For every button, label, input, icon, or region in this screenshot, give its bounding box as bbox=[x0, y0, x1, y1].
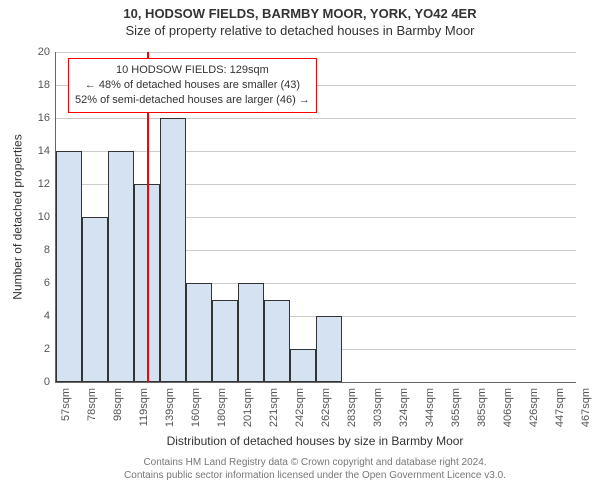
y-axis-label: Number of detached properties bbox=[11, 134, 25, 299]
annotation-line2: ← 48% of detached houses are smaller (43… bbox=[75, 78, 310, 93]
y-tick-label: 4 bbox=[44, 310, 56, 322]
gridline-h bbox=[56, 151, 576, 152]
histogram-bar bbox=[56, 151, 82, 382]
y-tick-label: 18 bbox=[38, 79, 56, 91]
y-tick-label: 0 bbox=[44, 376, 56, 388]
gridline-h bbox=[56, 52, 576, 53]
x-tick-label: 201sqm bbox=[242, 388, 254, 427]
y-tick-label: 10 bbox=[38, 211, 56, 223]
annotation-line1: 10 HODSOW FIELDS: 129sqm bbox=[75, 63, 310, 78]
histogram-bar bbox=[160, 118, 186, 382]
histogram-bar bbox=[316, 316, 342, 382]
footer: Contains HM Land Registry data © Crown c… bbox=[55, 456, 575, 482]
x-tick-label: 365sqm bbox=[450, 388, 462, 427]
gridline-h bbox=[56, 118, 576, 119]
x-tick-label: 426sqm bbox=[528, 388, 540, 427]
footer-line2: Contains public sector information licen… bbox=[55, 469, 575, 482]
x-tick-label: 385sqm bbox=[476, 388, 488, 427]
x-tick-label: 344sqm bbox=[424, 388, 436, 427]
y-tick-label: 12 bbox=[38, 178, 56, 190]
x-tick-label: 98sqm bbox=[112, 388, 124, 421]
y-tick-label: 20 bbox=[38, 46, 56, 58]
title-address: 10, HODSOW FIELDS, BARMBY MOOR, YORK, YO… bbox=[0, 6, 600, 21]
x-tick-label: 303sqm bbox=[372, 388, 384, 427]
x-tick-label: 447sqm bbox=[554, 388, 566, 427]
title-block: 10, HODSOW FIELDS, BARMBY MOOR, YORK, YO… bbox=[0, 0, 600, 38]
title-subtitle: Size of property relative to detached ho… bbox=[0, 23, 600, 38]
histogram-bar bbox=[290, 349, 316, 382]
x-tick-label: 180sqm bbox=[216, 388, 228, 427]
x-tick-label: 221sqm bbox=[268, 388, 280, 427]
histogram-bar bbox=[238, 283, 264, 382]
x-tick-label: 324sqm bbox=[398, 388, 410, 427]
histogram-bar bbox=[108, 151, 134, 382]
y-axis-label-wrap: Number of detached properties bbox=[10, 52, 26, 382]
x-tick-label: 406sqm bbox=[502, 388, 514, 427]
annotation-line3: 52% of semi-detached houses are larger (… bbox=[75, 93, 310, 108]
plot-area: 0246810121416182057sqm78sqm98sqm119sqm13… bbox=[55, 52, 576, 383]
y-tick-label: 16 bbox=[38, 112, 56, 124]
x-tick-label: 262sqm bbox=[320, 388, 332, 427]
x-axis-label: Distribution of detached houses by size … bbox=[55, 434, 575, 448]
histogram-bar bbox=[264, 300, 290, 383]
x-tick-label: 78sqm bbox=[86, 388, 98, 421]
y-tick-label: 6 bbox=[44, 277, 56, 289]
y-tick-label: 2 bbox=[44, 343, 56, 355]
x-tick-label: 139sqm bbox=[164, 388, 176, 427]
y-tick-label: 8 bbox=[44, 244, 56, 256]
x-tick-label: 467sqm bbox=[580, 388, 592, 427]
x-tick-label: 160sqm bbox=[190, 388, 202, 427]
x-tick-label: 57sqm bbox=[60, 388, 72, 421]
x-tick-label: 283sqm bbox=[346, 388, 358, 427]
chart-container: 10, HODSOW FIELDS, BARMBY MOOR, YORK, YO… bbox=[0, 0, 600, 500]
x-tick-label: 119sqm bbox=[138, 388, 150, 426]
annotation-box: 10 HODSOW FIELDS: 129sqm ← 48% of detach… bbox=[68, 58, 317, 113]
histogram-bar bbox=[212, 300, 238, 383]
histogram-bar bbox=[82, 217, 108, 382]
histogram-bar bbox=[186, 283, 212, 382]
y-tick-label: 14 bbox=[38, 145, 56, 157]
footer-line1: Contains HM Land Registry data © Crown c… bbox=[55, 456, 575, 469]
x-tick-label: 242sqm bbox=[294, 388, 306, 427]
